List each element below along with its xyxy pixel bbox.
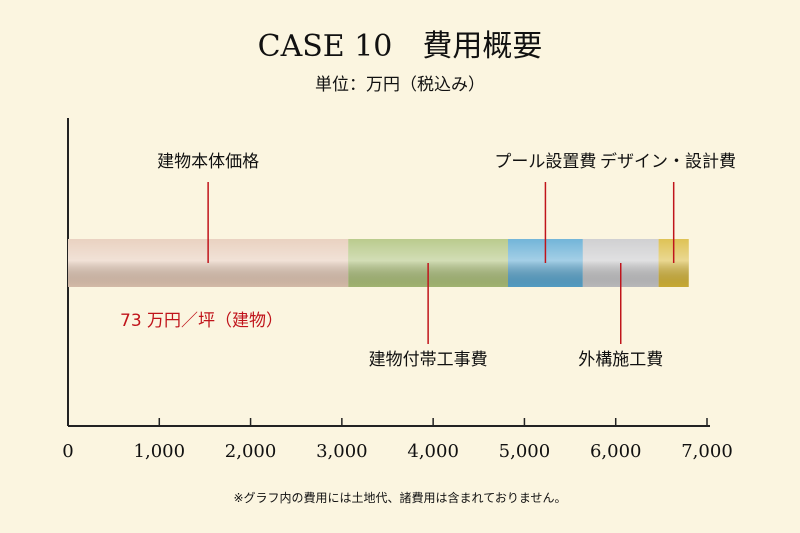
footnote: ※グラフ内の費用には土地代、諸費用は含まれておりません。 <box>234 490 567 505</box>
tick-label-0: 0 <box>62 441 73 462</box>
chart-title: CASE 10 費用概要 <box>258 29 543 64</box>
bar-group <box>68 239 689 287</box>
segment-label-1: 建物付帯工事費 <box>369 350 488 370</box>
leader-lines <box>207 182 675 344</box>
segment-label-2: プール設置費 <box>494 152 596 172</box>
tick-label-4: 4,000 <box>407 441 459 462</box>
tick-label-6: 6,000 <box>590 441 642 462</box>
price-per-tsubo-annotation: 73 万円／坪（建物） <box>120 311 283 331</box>
segment-label-3: 外構施工費 <box>578 350 663 370</box>
x-axis-ticks: 0 1,000 2,000 3,000 4,000 5,000 6,000 7,000 <box>62 418 733 462</box>
chart-subtitle: 単位：万円（税込み） <box>315 75 485 95</box>
tick-label-5: 5,000 <box>499 441 551 462</box>
tick-label-2: 2,000 <box>225 441 277 462</box>
tick-label-7: 7,000 <box>681 441 733 462</box>
tick-label-1: 1,000 <box>134 441 186 462</box>
tick-label-3: 3,000 <box>316 441 368 462</box>
segment-label-4: デザイン・設計費 <box>600 151 736 172</box>
segment-label-0: 建物本体価格 <box>157 152 259 172</box>
